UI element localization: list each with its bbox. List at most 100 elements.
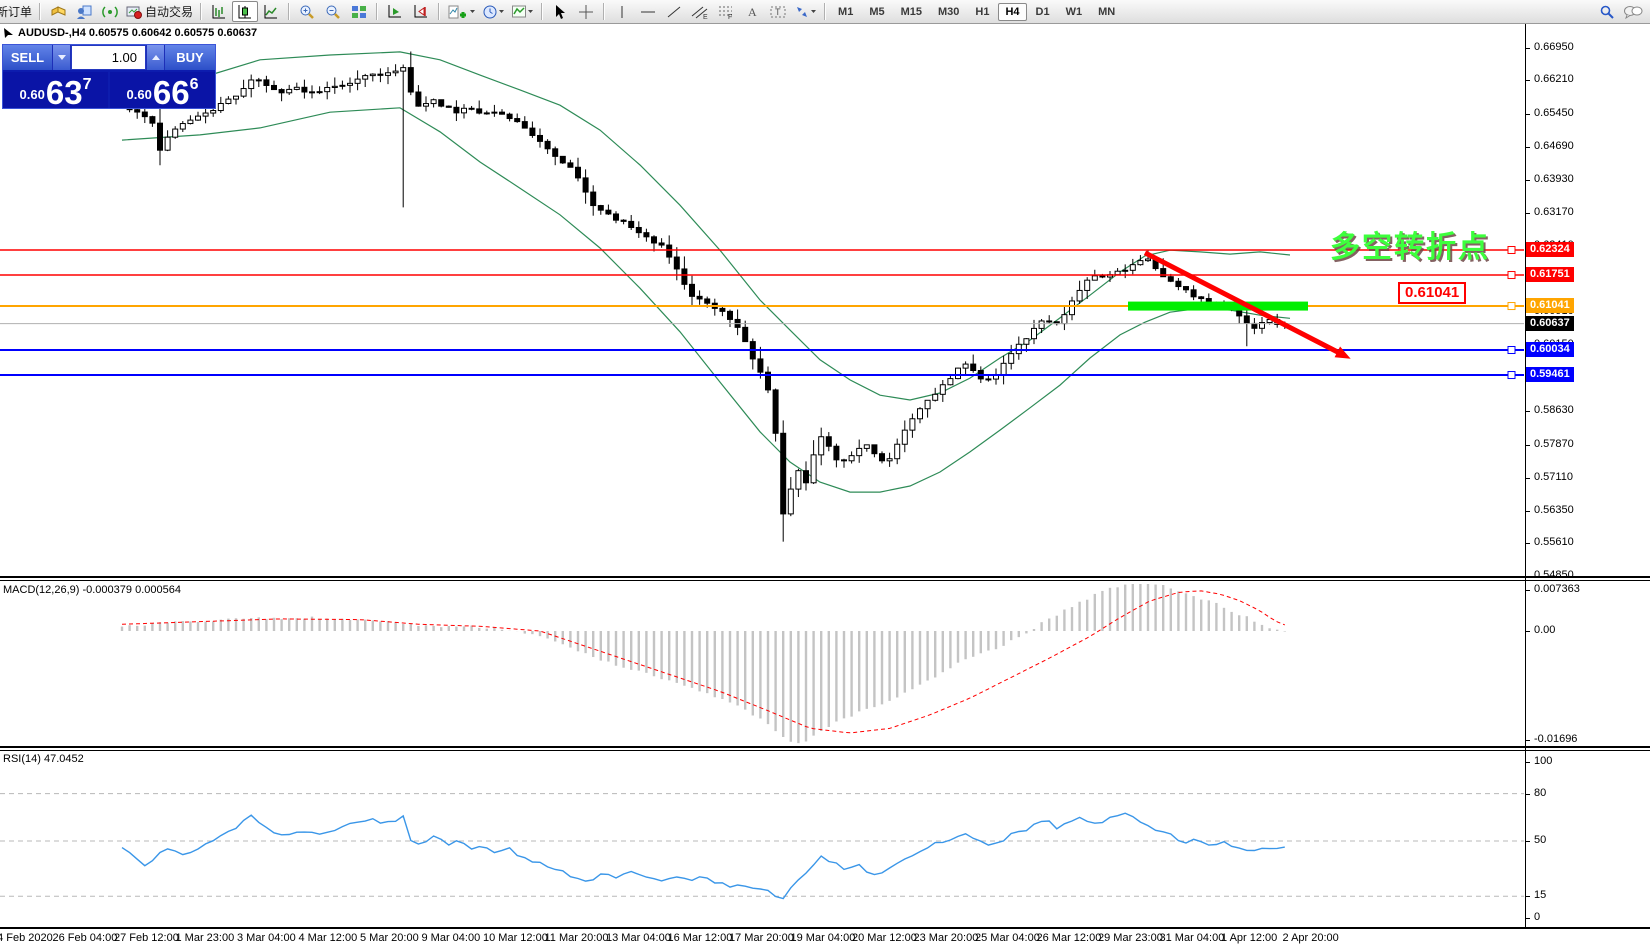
- chevron-down-icon: [499, 10, 505, 13]
- timeframes-menu-button[interactable]: [479, 1, 508, 22]
- search-button[interactable]: [1594, 1, 1620, 22]
- pivot-annotation-text[interactable]: 多空转折点: [1330, 231, 1490, 264]
- zoom-out-icon: [326, 5, 340, 19]
- rsi-label: RSI(14) 47.0452: [3, 753, 84, 765]
- candles-view-button[interactable]: [232, 1, 259, 22]
- main-macd-divider-2: [0, 580, 1650, 581]
- timeframe-button-h4[interactable]: H4: [998, 2, 1027, 21]
- timeframe-button-d1[interactable]: D1: [1035, 5, 1050, 18]
- trendline-button[interactable]: [661, 1, 687, 22]
- macd-label: MACD(12,26,9) -0.000379 0.000564: [3, 584, 181, 596]
- text-label-button[interactable]: T: [765, 1, 791, 22]
- auto-scroll-button[interactable]: [382, 1, 408, 22]
- indicators-button[interactable]: [444, 1, 479, 22]
- clock-icon: [483, 5, 497, 18]
- macd-rsi-divider[interactable]: [0, 746, 1650, 748]
- volume-input[interactable]: [71, 45, 146, 70]
- date-label: 26 Mar 12:00: [1036, 932, 1102, 944]
- zoom-in-button[interactable]: [294, 1, 320, 22]
- axis-tick: [1526, 841, 1530, 842]
- tile-windows-button[interactable]: [346, 1, 372, 22]
- buy-price-display[interactable]: 0.60 66 6: [110, 72, 215, 111]
- axis-tick: [1526, 444, 1530, 446]
- timeframe-button-m5[interactable]: M5: [869, 5, 885, 18]
- fibonacci-button[interactable]: F: [713, 1, 739, 22]
- templates-button[interactable]: [508, 1, 537, 22]
- axis-tick: [1526, 590, 1530, 591]
- equidistant-channel-icon: E: [691, 6, 708, 20]
- auto-trading-icon: [126, 6, 143, 19]
- buy-price-point: 6: [189, 76, 199, 93]
- axis-tick: [1526, 762, 1530, 763]
- bars-view-button[interactable]: [206, 1, 232, 22]
- date-label: 24 Feb 2020: [0, 932, 53, 944]
- buy-button[interactable]: BUY: [165, 45, 215, 70]
- volume-increase-button[interactable]: [146, 45, 165, 70]
- axis-tick: [1526, 146, 1530, 148]
- channel-button[interactable]: E: [687, 1, 713, 22]
- rsi-axis-label: 100: [1534, 755, 1553, 767]
- separator: [376, 3, 379, 20]
- vertical-line-button[interactable]: [609, 1, 635, 22]
- date-label: 27 Feb 12:00: [114, 932, 179, 944]
- level-price-callout[interactable]: 0.61041: [1398, 282, 1467, 304]
- chart-shift-button[interactable]: [408, 1, 434, 22]
- add-indicator-icon: [448, 5, 467, 18]
- sell-price-display[interactable]: 0.60 63 7: [3, 72, 108, 109]
- axis-tick: [1526, 510, 1530, 512]
- cursor-button[interactable]: [547, 1, 573, 22]
- profile-button[interactable]: [71, 1, 97, 22]
- price-axis-label: 0.66950: [1534, 41, 1574, 53]
- price-tag: 0.62324: [1526, 242, 1574, 257]
- horizontal-line-button[interactable]: [635, 1, 661, 22]
- book-button[interactable]: [45, 1, 71, 22]
- date-label: 31 Mar 04:00: [1159, 932, 1225, 944]
- price-axis[interactable]: 0.66950 0.66210 0.65450 0.64690 0.63930 0.631…: [1525, 23, 1650, 928]
- axis-tick: [1526, 631, 1530, 632]
- arrows-button[interactable]: [791, 1, 820, 22]
- separator: [39, 3, 42, 20]
- axis-tick: [1526, 740, 1530, 741]
- text-button[interactable]: A: [739, 1, 765, 22]
- chevron-down-icon: [470, 10, 476, 13]
- buy-price-prefix: 0.60: [126, 87, 152, 102]
- price-tag: 0.61751: [1526, 267, 1574, 283]
- price-axis-label: 0.65450: [1534, 106, 1574, 119]
- rsi-axis-label: 80: [1534, 786, 1547, 799]
- timeframe-button-m30[interactable]: M30: [938, 5, 960, 18]
- axis-tick: [1526, 793, 1530, 795]
- zoom-out-button[interactable]: [320, 1, 346, 22]
- price-axis-label: 0.58630: [1534, 404, 1574, 417]
- triangle-up-icon: [151, 55, 160, 60]
- new-order-button[interactable]: 新订单: [0, 5, 33, 19]
- price-axis-label: 0.64690: [1534, 139, 1574, 152]
- search-icon: [1600, 5, 1614, 19]
- crosshair-button[interactable]: [573, 1, 599, 22]
- timeframe-button-m15[interactable]: M15: [900, 5, 922, 18]
- svg-text:A: A: [748, 5, 757, 19]
- sell-button[interactable]: SELL: [3, 45, 52, 70]
- chart-symbol-icon: [4, 28, 13, 38]
- axis-tick: [1526, 918, 1530, 919]
- macd-axis-label: -0.01696: [1534, 733, 1578, 745]
- volume-decrease-button[interactable]: [52, 45, 71, 70]
- buy-price-pips: 66: [152, 74, 190, 111]
- axis-tick: [1526, 477, 1530, 479]
- timeframe-button-mn[interactable]: MN: [1098, 5, 1116, 18]
- timeframe-button-w1[interactable]: W1: [1065, 5, 1083, 18]
- auto-trading-button[interactable]: 自动交易: [123, 1, 196, 22]
- timeframe-button-h1[interactable]: H1: [975, 5, 990, 18]
- main-macd-divider[interactable]: [0, 576, 1650, 578]
- timeframe-button-m1[interactable]: M1: [838, 5, 854, 18]
- signal-button[interactable]: [97, 1, 123, 22]
- price-tag: 0.60034: [1526, 342, 1574, 357]
- date-label: 20 Mar 12:00: [852, 932, 917, 944]
- bar-chart-icon: [212, 4, 226, 18]
- rsi-bottom-divider: [0, 927, 1650, 929]
- line-view-button[interactable]: [258, 1, 284, 22]
- rsi-axis-label: 15: [1534, 889, 1547, 902]
- date-label: 1 Apr 12:00: [1221, 932, 1278, 944]
- chat-button[interactable]: [1620, 1, 1646, 22]
